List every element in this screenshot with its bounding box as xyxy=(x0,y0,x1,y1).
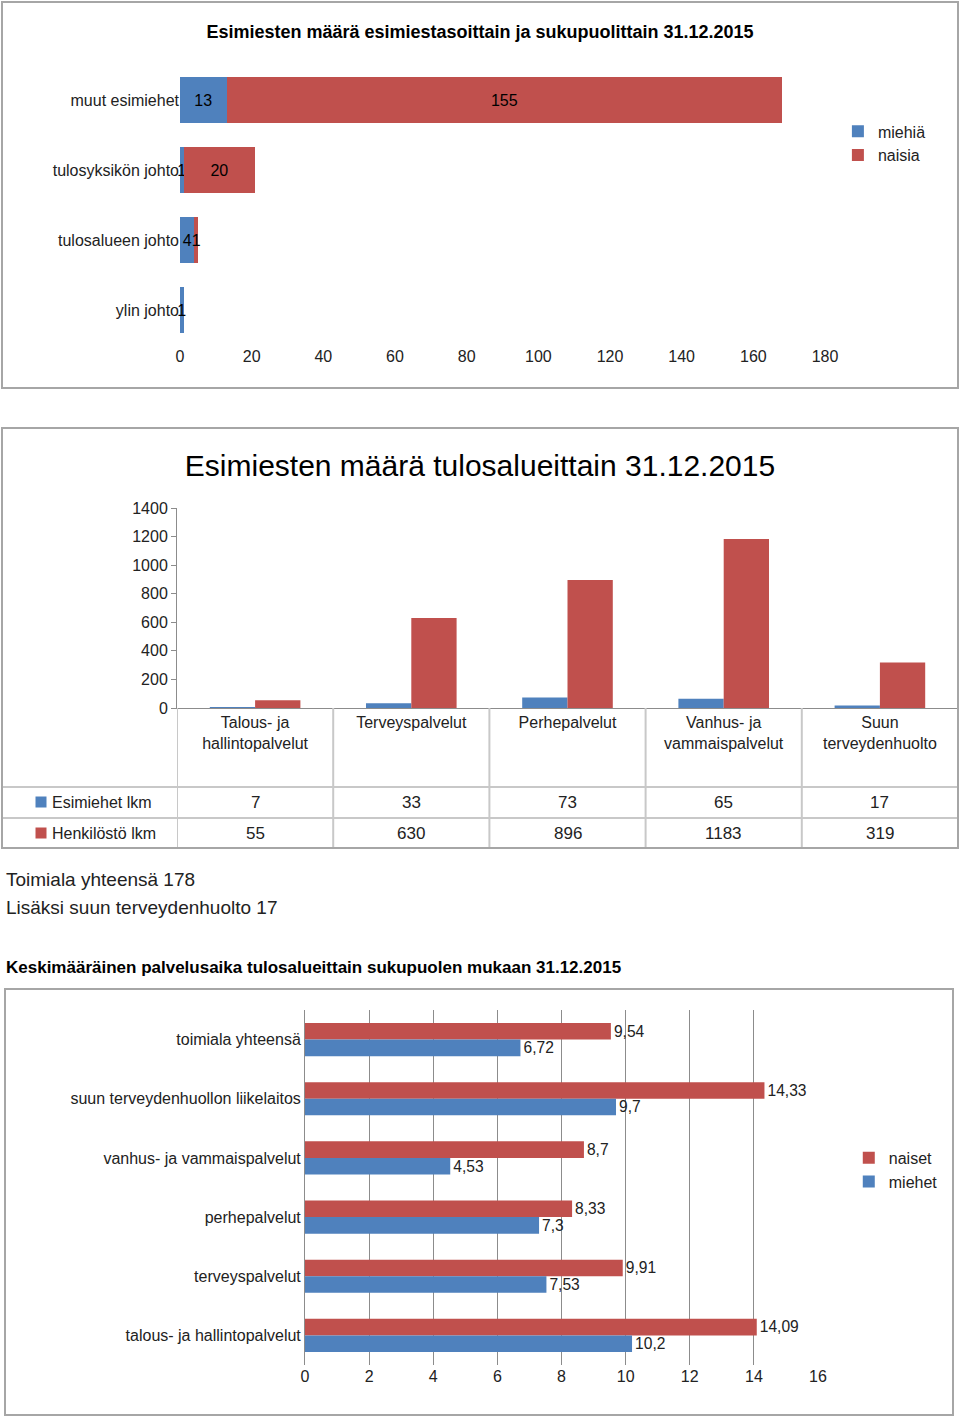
svg-text:suun terveydenhuollon liikelai: suun terveydenhuollon liikelaitos xyxy=(70,1090,300,1107)
html-text:Lisäksi suun terveydenhuolto 1: Lisäksi suun terveydenhuolto 17 xyxy=(6,897,278,918)
svg-text:1183: 1183 xyxy=(705,824,742,843)
svg-text:muut esimiehet: muut esimiehet xyxy=(71,92,180,109)
svg-text:toimiala yhteensä: toimiala yhteensä xyxy=(176,1031,301,1048)
svg-text:9,91: 9,91 xyxy=(626,1259,656,1276)
svg-text:319: 319 xyxy=(866,824,894,843)
svg-text:120: 120 xyxy=(597,348,624,365)
svg-text:9,7: 9,7 xyxy=(619,1098,641,1115)
svg-text:400: 400 xyxy=(141,642,168,659)
svg-text:10: 10 xyxy=(617,1368,635,1385)
svg-text:Vanhus- javammaispalvelut: Vanhus- javammaispalvelut xyxy=(664,714,784,752)
svg-text:1200: 1200 xyxy=(132,528,168,545)
svg-text:16: 16 xyxy=(809,1368,827,1385)
svg-text:33: 33 xyxy=(402,793,421,812)
svg-text:miehet: miehet xyxy=(889,1174,938,1191)
svg-text:Esimiesten määrä tulosalueitta: Esimiesten määrä tulosalueittain 31.12.2… xyxy=(185,449,775,482)
svg-text:talous- ja hallintopalvelut: talous- ja hallintopalvelut xyxy=(126,1327,302,1344)
svg-text:Suunterveydenhuolto: Suunterveydenhuolto xyxy=(823,714,937,752)
svg-text:vanhus- ja vammaispalvelut: vanhus- ja vammaispalvelut xyxy=(103,1150,301,1167)
svg-text:14,33: 14,33 xyxy=(767,1082,806,1099)
svg-text:10,2: 10,2 xyxy=(635,1335,665,1352)
svg-text:7: 7 xyxy=(251,793,260,812)
svg-text:Keskimääräinen palvelusaika tu: Keskimääräinen palvelusaika tulosalueitt… xyxy=(6,958,621,977)
svg-text:6: 6 xyxy=(493,1368,502,1385)
svg-text:65: 65 xyxy=(714,793,733,812)
svg-text:tulosyksikön johto: tulosyksikön johto xyxy=(53,162,179,179)
svg-text:2: 2 xyxy=(365,1368,374,1385)
svg-text:14,09: 14,09 xyxy=(760,1318,799,1335)
svg-text:180: 180 xyxy=(812,348,839,365)
svg-text:200: 200 xyxy=(141,671,168,688)
svg-text:naisia: naisia xyxy=(878,147,920,164)
svg-text:4,53: 4,53 xyxy=(453,1158,483,1175)
svg-text:20: 20 xyxy=(243,348,261,365)
svg-text:naiset: naiset xyxy=(889,1150,932,1167)
svg-text:Talous- jahallintopalvelut: Talous- jahallintopalvelut xyxy=(202,714,308,752)
svg-text:17: 17 xyxy=(870,793,889,812)
svg-text:miehiä: miehiä xyxy=(878,124,925,141)
svg-text:12: 12 xyxy=(681,1368,699,1385)
svg-text:160: 160 xyxy=(740,348,767,365)
svg-text:13: 13 xyxy=(194,92,212,109)
svg-text:4: 4 xyxy=(183,232,192,249)
svg-text:7,53: 7,53 xyxy=(549,1276,579,1293)
svg-text:terveyspalvelut: terveyspalvelut xyxy=(194,1268,301,1285)
svg-text:Henkilöstö lkm: Henkilöstö lkm xyxy=(52,825,156,842)
svg-text:140: 140 xyxy=(668,348,695,365)
svg-text:6,72: 6,72 xyxy=(523,1039,553,1056)
svg-text:1: 1 xyxy=(177,302,186,319)
svg-text:1: 1 xyxy=(177,162,186,179)
svg-text:14: 14 xyxy=(745,1368,763,1385)
svg-text:1400: 1400 xyxy=(132,500,168,517)
svg-text:60: 60 xyxy=(386,348,404,365)
svg-text:155: 155 xyxy=(491,92,518,109)
svg-text:896: 896 xyxy=(554,824,582,843)
svg-text:0: 0 xyxy=(301,1368,310,1385)
svg-text:100: 100 xyxy=(525,348,552,365)
svg-text:4: 4 xyxy=(429,1368,438,1385)
svg-text:800: 800 xyxy=(141,585,168,602)
svg-text:600: 600 xyxy=(141,614,168,631)
svg-text:8,7: 8,7 xyxy=(587,1141,609,1158)
svg-text:8,33: 8,33 xyxy=(575,1200,605,1217)
svg-text:perhepalvelut: perhepalvelut xyxy=(205,1209,302,1226)
svg-text:0: 0 xyxy=(176,348,185,365)
svg-text:Esimiehet lkm: Esimiehet lkm xyxy=(52,794,152,811)
svg-text:Esimiesten määrä esimiestasoit: Esimiesten määrä esimiestasoittain ja su… xyxy=(206,22,753,42)
svg-text:55: 55 xyxy=(246,824,265,843)
svg-text:80: 80 xyxy=(458,348,476,365)
html-text:Toimiala yhteensä 178: Toimiala yhteensä 178 xyxy=(6,869,196,890)
svg-text:73: 73 xyxy=(558,793,577,812)
svg-text:Terveyspalvelut: Terveyspalvelut xyxy=(356,714,467,731)
svg-text:40: 40 xyxy=(314,348,332,365)
svg-text:1000: 1000 xyxy=(132,557,168,574)
svg-text:20: 20 xyxy=(210,162,228,179)
svg-text:0: 0 xyxy=(159,700,168,717)
svg-text:9,54: 9,54 xyxy=(614,1023,645,1040)
svg-text:8: 8 xyxy=(557,1368,566,1385)
svg-text:tulosalueen johto: tulosalueen johto xyxy=(58,232,179,249)
svg-text:1: 1 xyxy=(192,232,201,249)
svg-text:ylin johto: ylin johto xyxy=(116,302,179,319)
svg-text:Perhepalvelut: Perhepalvelut xyxy=(519,714,617,731)
svg-text:630: 630 xyxy=(397,824,425,843)
svg-text:7,3: 7,3 xyxy=(542,1217,564,1234)
